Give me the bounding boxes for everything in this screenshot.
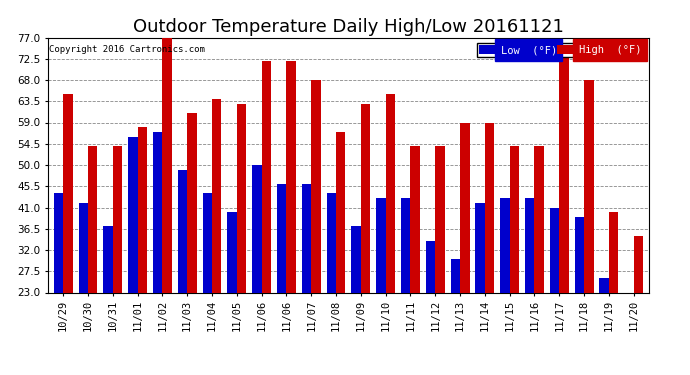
Bar [435, 146, 444, 292]
Bar [104, 226, 112, 292]
Bar [212, 99, 221, 292]
Bar [302, 184, 311, 292]
Bar [510, 146, 519, 292]
Bar [228, 212, 237, 292]
Title: Outdoor Temperature Daily High/Low 20161121: Outdoor Temperature Daily High/Low 20161… [133, 18, 564, 36]
Bar [451, 260, 460, 292]
Bar [361, 104, 371, 292]
Bar [633, 236, 643, 292]
Bar [187, 113, 197, 292]
Bar [153, 132, 162, 292]
Bar [63, 94, 72, 292]
Bar [253, 165, 262, 292]
Bar [203, 194, 212, 292]
Bar [584, 80, 593, 292]
Bar [575, 217, 584, 292]
Bar [137, 127, 147, 292]
Bar [411, 146, 420, 292]
Bar [311, 80, 321, 292]
Bar [112, 146, 122, 292]
Bar [336, 132, 346, 292]
Bar [88, 146, 97, 292]
Bar [277, 184, 286, 292]
Bar [286, 61, 296, 292]
Bar [326, 194, 336, 292]
Bar [401, 198, 411, 292]
Bar [485, 123, 494, 292]
Bar [351, 226, 361, 292]
Bar [178, 170, 187, 292]
Bar [475, 203, 485, 292]
Bar [460, 123, 469, 292]
Bar [550, 207, 560, 292]
Text: Copyright 2016 Cartronics.com: Copyright 2016 Cartronics.com [49, 45, 205, 54]
Bar [128, 136, 137, 292]
Bar [560, 56, 569, 292]
Bar [376, 198, 386, 292]
Bar [237, 104, 246, 292]
Bar [600, 278, 609, 292]
Bar [54, 194, 63, 292]
Bar [525, 198, 535, 292]
Bar [535, 146, 544, 292]
Bar [500, 198, 510, 292]
Bar [426, 240, 435, 292]
Legend: Low  (°F), High  (°F): Low (°F), High (°F) [477, 43, 643, 57]
Bar [609, 212, 618, 292]
Bar [79, 203, 88, 292]
Bar [162, 38, 172, 292]
Bar [262, 61, 271, 292]
Bar [386, 94, 395, 292]
